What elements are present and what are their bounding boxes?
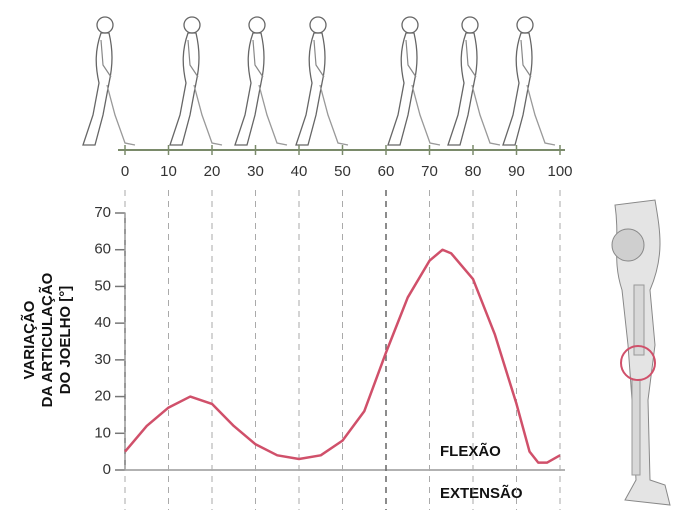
y-axis-label: DA ARTICULAÇÃO bbox=[38, 272, 56, 407]
y-tick-label: 20 bbox=[94, 388, 111, 405]
leg-skeleton bbox=[612, 200, 670, 505]
chart: VARIAÇÃO DA ARTICULAÇÃO DO JOELHO [°] FL… bbox=[0, 0, 685, 517]
y-tick-label: 0 bbox=[103, 461, 111, 478]
x-tick-label: 40 bbox=[291, 163, 308, 180]
annotation: FLEXÃO bbox=[440, 442, 501, 460]
y-tick-label: 50 bbox=[94, 277, 111, 294]
annotation: EXTENSÃO bbox=[440, 484, 523, 502]
x-tick-label: 20 bbox=[204, 163, 221, 180]
y-tick-label: 70 bbox=[94, 204, 111, 221]
x-tick-label: 70 bbox=[421, 163, 438, 180]
x-tick-label: 90 bbox=[508, 163, 525, 180]
y-tick-label: 30 bbox=[94, 351, 111, 368]
y-axis-label: VARIAÇÃO bbox=[20, 300, 38, 379]
x-tick-label: 10 bbox=[160, 163, 177, 180]
x-tick-label: 80 bbox=[465, 163, 482, 180]
x-tick-label: 100 bbox=[547, 163, 572, 180]
y-axis-label: DO JOELHO [°] bbox=[57, 286, 74, 395]
x-tick-label: 0 bbox=[121, 163, 129, 180]
x-tick-label: 50 bbox=[334, 163, 351, 180]
y-tick-label: 10 bbox=[94, 424, 111, 441]
x-tick-label: 30 bbox=[247, 163, 264, 180]
walking-figures bbox=[83, 17, 555, 145]
y-tick-label: 40 bbox=[94, 314, 111, 331]
x-tick-label: 60 bbox=[378, 163, 395, 180]
y-tick-label: 60 bbox=[94, 241, 111, 258]
